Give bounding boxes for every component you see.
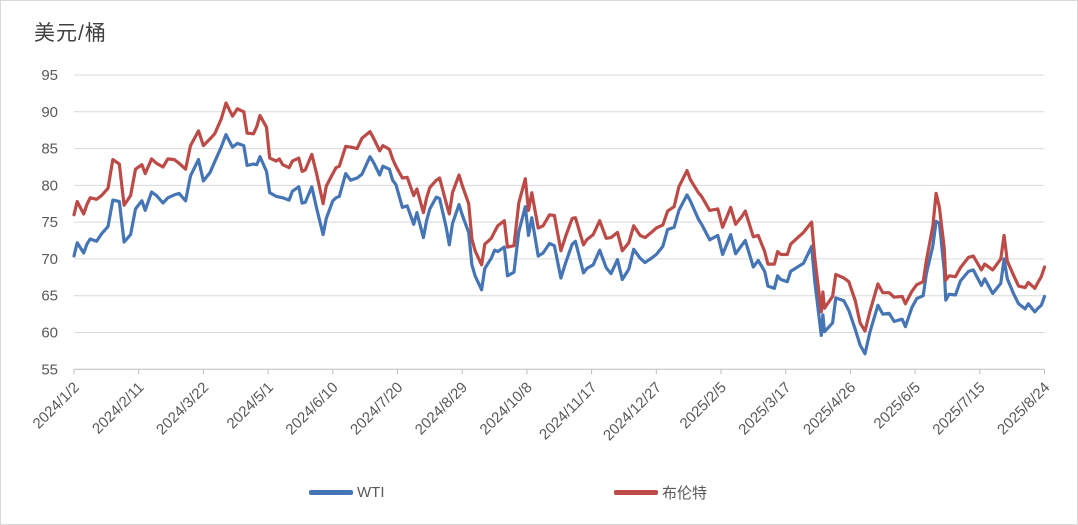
x-tick-label: 2024/11/17: [536, 379, 600, 443]
y-tick-label: 55: [41, 361, 58, 378]
y-tick-label: 75: [41, 214, 58, 231]
y-tick-label: 80: [41, 177, 58, 194]
x-tick-label: 2024/10/8: [477, 379, 536, 438]
y-tick-label: 90: [41, 104, 58, 121]
x-tick-label: 2025/6/5: [871, 379, 924, 432]
x-tick-label: 2025/3/17: [735, 379, 794, 438]
axis-unit-title: 美元/桶: [34, 22, 107, 45]
x-tick-label: 2024/5/1: [224, 379, 277, 432]
wti-line-swatch: [309, 489, 353, 495]
legend-label-wti: WTI: [357, 483, 385, 501]
legend-item-wti: WTI: [309, 483, 385, 501]
series-line-wti: [72, 133, 1047, 356]
x-tick-label: 2025/7/15: [929, 379, 988, 438]
x-tick-label: 2024/2/11: [89, 379, 147, 437]
x-tick-label: 2024/3/22: [153, 379, 212, 438]
x-tick-label: 2024/6/10: [282, 379, 341, 438]
x-tick-label: 2024/1/2: [30, 379, 83, 432]
x-tick-label: 2025/4/26: [800, 379, 859, 438]
x-tick-label: 2025/2/5: [677, 379, 730, 432]
y-tick-label: 70: [41, 251, 58, 268]
legend-label-brent: 布伦特: [662, 484, 708, 502]
y-tick-label: 85: [41, 141, 58, 158]
x-tick-label: 2024/8/29: [412, 379, 471, 438]
legend-item-brent: 布伦特: [614, 483, 708, 502]
x-tick-label: 2025/8/24: [994, 379, 1053, 438]
legend: WTI 布伦特: [1, 483, 1077, 503]
y-tick-label: 60: [41, 324, 58, 341]
brent-line-swatch: [614, 489, 658, 495]
y-tick-label: 65: [41, 288, 58, 305]
x-tick-label: 2024/7/20: [347, 379, 406, 438]
y-tick-label: 95: [41, 67, 58, 84]
x-tick-label: 2024/12/27: [600, 379, 665, 444]
series-line-brent: [72, 101, 1047, 333]
